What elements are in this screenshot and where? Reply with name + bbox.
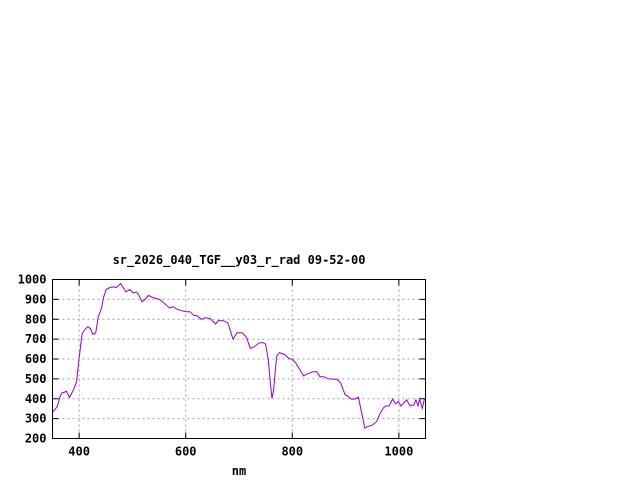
x-axis-label: nm (232, 464, 246, 478)
x-tick-label: 400 (68, 445, 90, 459)
chart-title: sr_2026_040_TGF__y03_r_rad 09-52-00 (113, 253, 366, 268)
x-axis: 400 600 800 1000 (68, 279, 413, 459)
x-tick-label: 800 (281, 445, 303, 459)
x-tick-label: 1000 (384, 445, 413, 459)
y-tick-label: 200 (25, 432, 47, 446)
grid (52, 279, 426, 439)
y-tick-label: 600 (25, 352, 47, 366)
y-tick-label: 400 (25, 392, 47, 406)
y-tick-label: 300 (25, 412, 47, 426)
y-tick-label: 500 (25, 372, 47, 386)
y-tick-label: 700 (25, 332, 47, 346)
series-line (52, 282, 426, 430)
y-axis: 200 300 400 500 600 700 800 900 1000 (18, 273, 426, 446)
y-tick-label: 800 (25, 312, 47, 326)
plot-frame (52, 279, 426, 439)
x-tick-label: 600 (175, 445, 197, 459)
y-tick-label: 1000 (18, 273, 47, 287)
y-tick-label: 900 (25, 292, 47, 306)
